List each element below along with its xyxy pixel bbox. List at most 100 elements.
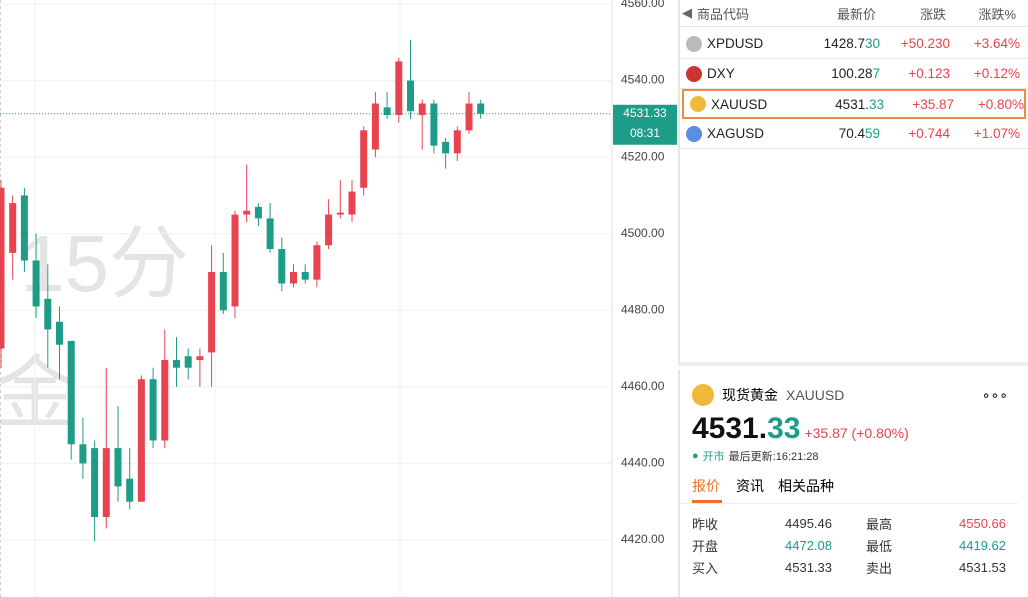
status: 开市 [702, 451, 725, 463]
candle-body [208, 272, 216, 353]
updated: 最后更新:16:21:28 [728, 451, 819, 463]
quote-label: 卖出 [866, 560, 893, 576]
candle-body [231, 214, 239, 307]
candle-body [465, 103, 473, 131]
candle-body [137, 379, 145, 502]
candle-body [243, 210, 251, 215]
candle-body [114, 448, 122, 487]
tab[interactable]: 相关品种 [778, 478, 834, 494]
symbol-cell: XAUUSD [684, 96, 808, 112]
candle-body [407, 80, 414, 112]
candle-body [336, 212, 344, 215]
quote-label: 最高 [866, 516, 893, 532]
price-tail: 30 [864, 36, 880, 51]
candle-body [9, 203, 17, 253]
candle-body [79, 444, 87, 464]
watchlist-row[interactable]: DXY 100.287 +0.123 +0.12% [680, 59, 1028, 89]
candle-body [126, 478, 134, 502]
y-tick-label: 4520.00 [621, 149, 665, 163]
tab[interactable]: 报价 [692, 476, 722, 503]
price: 70.4 [838, 126, 865, 141]
header: 涨跌% [978, 6, 1016, 22]
symbol: DXY [707, 66, 735, 81]
more-button[interactable]: ∘∘∘ [981, 386, 1008, 403]
candle-body [325, 214, 333, 246]
change: +0.123 [908, 66, 950, 81]
candle-body [102, 448, 110, 518]
y-tick-label: 4480.00 [621, 302, 665, 316]
countdown: 08:31 [630, 126, 660, 140]
quote-label: 昨收 [692, 516, 719, 532]
candle-body [442, 141, 450, 154]
tab[interactable]: 资讯 [736, 478, 764, 494]
candle-body [149, 379, 157, 441]
candle-body [196, 356, 204, 361]
detail-panel: 现货黄金 XAUUSD ∘∘∘ 4531. 33 +35.87 (+0.80%) … [678, 370, 1028, 597]
candle-body [395, 61, 403, 116]
quote-row: 昨收 4495.46 最高 4550.66 [692, 512, 1018, 534]
status-dot: ● [692, 450, 699, 462]
header: 涨跌 [919, 6, 946, 22]
candle-body [67, 340, 75, 445]
candle-body [161, 360, 169, 441]
watermark: 金 [0, 349, 75, 438]
watchlist-row[interactable]: XPDUSD 1428.730 +50.230 +3.64% [680, 29, 1028, 59]
candle-body [453, 130, 461, 154]
quote-value: 4531.53 [959, 559, 1006, 575]
watchlist-row[interactable]: XAUUSD 4531.33 +35.87 +0.80% [682, 89, 1026, 119]
quote-value: 4495.46 [785, 515, 832, 531]
y-tick-label: 4420.00 [621, 532, 665, 546]
symbol-icon [690, 96, 706, 112]
symbol: XPDUSD [707, 36, 764, 51]
quote-value: 4550.66 [959, 515, 1006, 531]
candle-body [44, 298, 52, 330]
y-tick-label: 4560.00 [621, 0, 665, 10]
change-pct: +3.64% [973, 36, 1020, 51]
candle-body [266, 218, 274, 250]
candle-body [290, 272, 297, 284]
symbol-icon [686, 125, 702, 142]
candle-body [173, 360, 180, 368]
quote-row: 买入 4531.33 卖出 4531.53 [692, 556, 1018, 578]
y-tick-label: 4460.00 [621, 379, 665, 393]
candle-body [348, 191, 356, 215]
candle-body [430, 103, 438, 146]
symbol-cell: XAGUSD [680, 125, 804, 142]
candle-body [20, 195, 28, 261]
price-tail: 7 [872, 66, 880, 81]
price-cell: 1428.730 [804, 36, 880, 51]
symbol-icon [686, 35, 702, 52]
change-pct: +0.80% [977, 96, 1024, 112]
last-price-box [613, 104, 677, 145]
candle-body [32, 260, 40, 307]
candle-body [184, 356, 192, 368]
quote-label: 买入 [692, 560, 719, 576]
quote-value: 4419.62 [959, 537, 1006, 553]
price: 100.28 [831, 66, 873, 81]
candle-body [477, 103, 485, 114]
quote-label: 开盘 [692, 538, 719, 554]
price: 4531. [835, 96, 869, 112]
detail-name: 现货黄金 [722, 387, 778, 403]
price-cell: 70.459 [804, 126, 880, 141]
quote-value: 4472.08 [785, 537, 832, 553]
quote-label: 最低 [866, 538, 893, 554]
change: +0.744 [908, 126, 950, 141]
gold-icon [692, 384, 714, 406]
watchlist-header: ◀ 商品代码 最新价 涨跌 涨跌% [680, 0, 1028, 27]
flag-icon: ◀ [682, 5, 692, 20]
candle-body [360, 130, 368, 188]
symbol-cell: XPDUSD [680, 35, 804, 52]
watchlist-row[interactable]: XAGUSD 70.459 +0.744 +1.07% [680, 119, 1028, 149]
watermark: 15分 [20, 219, 189, 308]
price-cell: 4531.33 [808, 97, 884, 112]
header: 最新价 [836, 6, 876, 22]
candle-body [254, 206, 262, 219]
y-tick-label: 4440.00 [621, 456, 665, 470]
header: 商品代码 [697, 6, 750, 22]
candle-body [0, 187, 5, 349]
candle-body [56, 321, 63, 345]
candle-body [418, 103, 426, 116]
y-tick-label: 4540.00 [621, 73, 665, 87]
